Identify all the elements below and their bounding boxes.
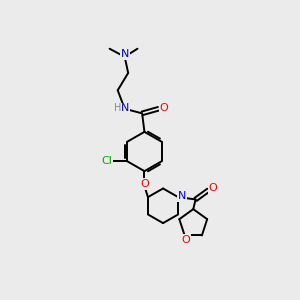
Text: N: N [121, 50, 129, 59]
Text: O: O [140, 179, 149, 189]
Text: O: O [182, 235, 190, 245]
Text: O: O [160, 103, 169, 112]
Text: Cl: Cl [101, 156, 112, 166]
Text: N: N [178, 191, 187, 201]
Text: N: N [121, 103, 130, 113]
Text: O: O [209, 183, 218, 193]
Text: H: H [114, 103, 122, 113]
